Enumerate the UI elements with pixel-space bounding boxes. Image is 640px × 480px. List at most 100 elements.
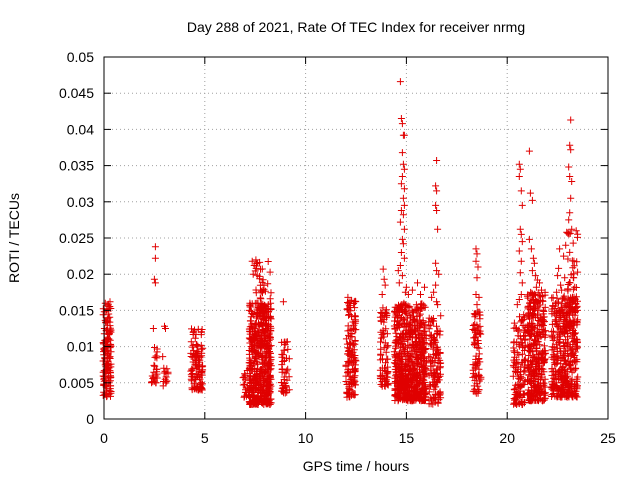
- data-point: [407, 358, 415, 366]
- data-point: [250, 342, 258, 350]
- data-point: [382, 377, 390, 385]
- data-point: [390, 348, 398, 356]
- data-point: [148, 372, 156, 380]
- data-point: [517, 230, 525, 238]
- y-tick-label: 0.015: [59, 302, 94, 318]
- data-point: [257, 286, 264, 294]
- grid-lines: [104, 57, 608, 419]
- data-point: [555, 264, 563, 272]
- data-point: [539, 297, 547, 305]
- data-point: [425, 371, 433, 379]
- data-point: [432, 259, 440, 267]
- data-point: [427, 382, 434, 390]
- data-point: [474, 388, 482, 396]
- data-point: [279, 298, 287, 306]
- data-point: [533, 332, 541, 340]
- data-point: [437, 370, 444, 378]
- data-point: [473, 274, 481, 282]
- data-point: [433, 157, 441, 164]
- data-point: [106, 324, 114, 332]
- data-point: [553, 348, 561, 355]
- data-point: [392, 372, 400, 380]
- data-point: [407, 365, 414, 373]
- data-point: [279, 358, 287, 365]
- data-point: [380, 275, 388, 283]
- data-point: [262, 354, 269, 362]
- data-point: [278, 361, 286, 369]
- data-point: [400, 225, 408, 233]
- data-point: [571, 283, 579, 291]
- data-point: [264, 280, 272, 288]
- data-point: [401, 366, 409, 374]
- data-point: [474, 360, 482, 368]
- data-point: [252, 256, 260, 264]
- data-point: [350, 359, 358, 367]
- data-point: [472, 291, 480, 298]
- data-point: [194, 362, 202, 370]
- data-point: [526, 315, 533, 323]
- data-point: [548, 365, 556, 373]
- data-point: [569, 239, 577, 247]
- data-point: [513, 338, 521, 346]
- data-point: [267, 380, 274, 388]
- data-point: [553, 294, 561, 302]
- data-point: [397, 180, 405, 188]
- data-point: [350, 366, 358, 374]
- data-point: [523, 292, 531, 300]
- data-point: [515, 296, 523, 303]
- data-point: [569, 329, 577, 337]
- data-point: [419, 349, 427, 357]
- data-point: [516, 269, 524, 277]
- data-point: [433, 330, 441, 338]
- data-point: [530, 392, 538, 399]
- data-points: [99, 78, 582, 408]
- data-point: [247, 401, 255, 408]
- data-point: [393, 305, 401, 313]
- data-point: [399, 240, 407, 248]
- data-point: [537, 379, 545, 387]
- data-point: [548, 331, 556, 339]
- data-point: [557, 390, 565, 398]
- data-point: [433, 343, 441, 351]
- data-point: [436, 349, 444, 356]
- y-tick-label: 0.03: [67, 194, 94, 210]
- data-point: [436, 356, 444, 364]
- data-point: [538, 320, 546, 328]
- data-point: [351, 326, 359, 334]
- data-point: [531, 272, 539, 280]
- data-point: [553, 309, 561, 317]
- data-point: [408, 374, 416, 382]
- data-point: [557, 365, 565, 373]
- data-point: [408, 384, 416, 392]
- data-point: [411, 383, 419, 391]
- data-point: [432, 281, 440, 289]
- axis-ticks: 0 0.005 0.01 0.015 0.02 0.025 0.03 0.035 0.04 0.0…: [59, 49, 616, 446]
- data-point: [556, 373, 564, 381]
- data-point: [433, 187, 441, 195]
- x-tick-label: 15: [399, 430, 415, 446]
- data-point: [473, 337, 481, 344]
- data-point: [561, 347, 569, 355]
- data-point: [567, 306, 575, 314]
- data-point: [572, 227, 580, 235]
- data-point: [567, 384, 575, 392]
- data-point: [476, 322, 484, 330]
- data-point: [427, 394, 435, 402]
- data-point: [398, 149, 406, 157]
- data-point: [573, 306, 581, 314]
- data-point: [408, 286, 416, 294]
- data-point: [197, 341, 205, 349]
- data-point: [381, 281, 389, 289]
- data-point: [383, 370, 391, 378]
- data-point: [266, 372, 274, 380]
- data-point: [104, 350, 112, 358]
- data-point: [409, 397, 417, 405]
- data-point: [568, 178, 576, 185]
- data-point: [281, 341, 289, 349]
- data-point: [573, 342, 581, 350]
- data-point: [163, 365, 171, 373]
- data-point: [392, 342, 400, 350]
- data-point: [345, 368, 353, 376]
- data-point: [391, 317, 398, 325]
- data-point: [413, 318, 421, 326]
